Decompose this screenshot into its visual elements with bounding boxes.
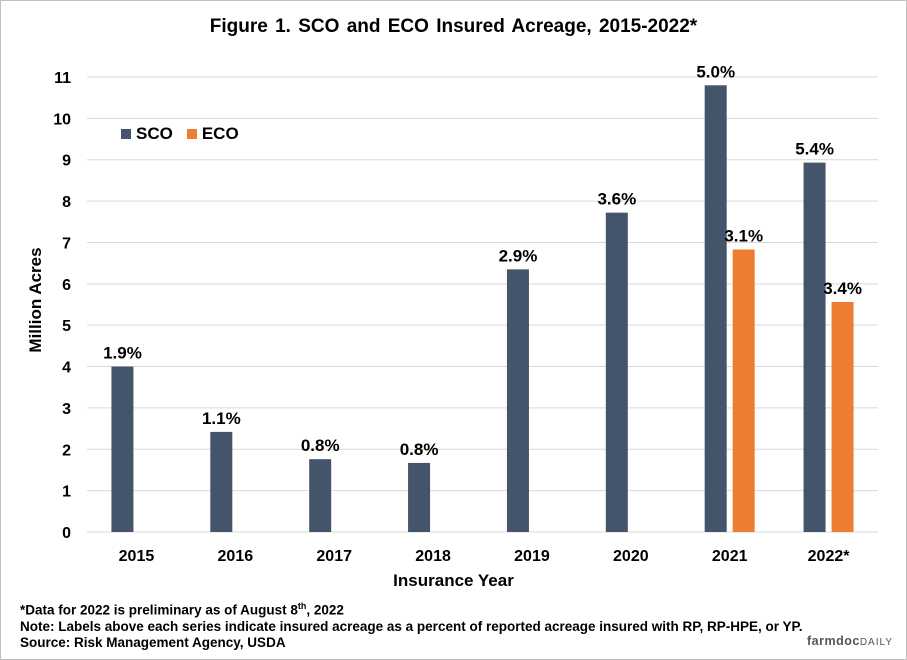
x-tick-label: 2016 <box>218 548 254 565</box>
y-tick-label: 10 <box>53 111 71 128</box>
legend-label-eco: ECO <box>201 124 239 143</box>
bar-sco <box>704 85 727 532</box>
chart-title: Figure 1. SCO and ECO Insured Acreage, 2… <box>209 16 698 37</box>
data-label-eco: 3.1% <box>724 226 763 245</box>
data-label-sco: 5.4% <box>795 140 834 159</box>
y-tick-label: 4 <box>62 360 71 377</box>
legend-item-sco: SCO <box>121 124 173 144</box>
data-label-eco: 3.4% <box>823 279 862 298</box>
legend-swatch-sco <box>121 129 131 139</box>
y-tick-label: 11 <box>54 70 71 87</box>
y-tick-label: 7 <box>62 235 71 252</box>
legend-swatch-eco <box>186 129 197 139</box>
bar-sco <box>803 162 826 532</box>
bar-sco <box>309 459 332 532</box>
y-axis-label: Million Acres <box>26 247 45 353</box>
y-tick-label: 8 <box>62 194 71 211</box>
data-label-sco: 5.0% <box>696 62 735 81</box>
note-source: Source: Risk Management Agency, USDA <box>20 634 286 650</box>
data-label-sco: 3.6% <box>597 190 636 209</box>
bar-eco <box>831 302 854 532</box>
data-label-sco: 0.8% <box>301 436 340 455</box>
x-tick-label: 2021 <box>712 548 748 565</box>
x-tick-label: 2019 <box>514 548 550 565</box>
data-label-sco: 1.1% <box>202 409 241 428</box>
x-tick-label: 2020 <box>613 548 649 565</box>
y-tick-label: 6 <box>62 277 71 294</box>
bar-sco <box>506 269 529 532</box>
x-tick-label: 2022* <box>808 548 851 565</box>
data-label-sco: 0.8% <box>400 440 439 459</box>
x-tick-label: 2017 <box>316 548 352 565</box>
data-label-sco: 2.9% <box>499 246 538 265</box>
chart-notes: *Data for 2022 is preliminary as of Augu… <box>20 598 803 651</box>
y-tick-label: 3 <box>62 401 71 418</box>
farmdoc-daily-logo: farmdocDAILY <box>807 634 893 648</box>
data-label-sco: 1.9% <box>103 344 142 363</box>
legend-label-sco: SCO <box>136 124 173 143</box>
bar-eco <box>732 249 755 532</box>
chart-legend: SCO ECO <box>121 124 239 144</box>
bar-sco <box>408 462 431 532</box>
bar-sco <box>210 431 233 532</box>
bar-sco <box>111 366 134 532</box>
bar-sco <box>605 212 628 532</box>
note-labels: Note: Labels above each series indicate … <box>20 618 803 634</box>
x-axis-label: Insurance Year <box>393 571 514 590</box>
y-tick-label: 2 <box>62 442 71 459</box>
x-tick-label: 2018 <box>415 548 451 565</box>
y-tick-label: 1 <box>62 484 71 501</box>
legend-item-eco: ECO <box>186 124 239 144</box>
y-tick-label: 0 <box>62 525 71 542</box>
y-tick-label: 9 <box>62 153 71 170</box>
y-tick-label: 5 <box>62 318 71 335</box>
note-preliminary: *Data for 2022 is preliminary as of Augu… <box>20 601 344 618</box>
x-tick-label: 2015 <box>119 548 155 565</box>
